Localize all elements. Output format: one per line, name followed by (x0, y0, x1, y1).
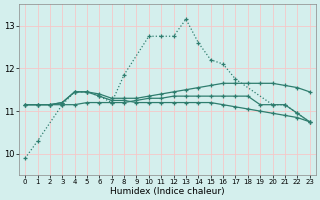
X-axis label: Humidex (Indice chaleur): Humidex (Indice chaleur) (110, 187, 225, 196)
